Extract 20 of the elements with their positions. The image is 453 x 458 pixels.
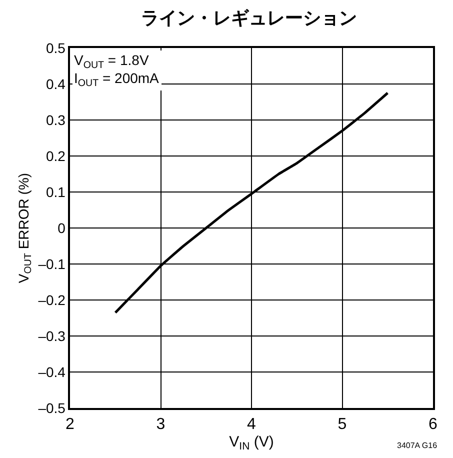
x-tick-label: 2 <box>66 416 75 433</box>
y-tick-label: –0.4 <box>38 364 66 380</box>
x-tick-label: 4 <box>247 416 256 433</box>
y-tick-label: 0.5 <box>46 40 66 56</box>
y-tick-label: 0.2 <box>46 148 66 164</box>
x-tick-label: 5 <box>338 416 347 433</box>
y-tick-label: –0.3 <box>38 328 66 344</box>
y-tick-label: 0.3 <box>46 112 66 128</box>
y-tick-label: –0.1 <box>38 256 66 272</box>
x-axis-title: V$_{IN}$ (V) <box>229 433 274 453</box>
text: 3407A G16 <box>397 441 438 450</box>
y-tick-label: 0 <box>58 220 66 236</box>
x-tick-label: 6 <box>428 416 438 433</box>
x-tick-label: 3 <box>156 416 166 433</box>
text: V$_{OUT}$ = 1.8V I$_{OUT}$ = 200mA <box>74 52 159 90</box>
y-tick-label: 0.1 <box>46 184 66 200</box>
y-tick-label: –0.2 <box>38 292 66 308</box>
y-tick-label: –0.5 <box>38 400 66 416</box>
y-tick-label: 0.4 <box>46 76 66 92</box>
chart-title: ライン・レギュレーション <box>141 8 358 30</box>
